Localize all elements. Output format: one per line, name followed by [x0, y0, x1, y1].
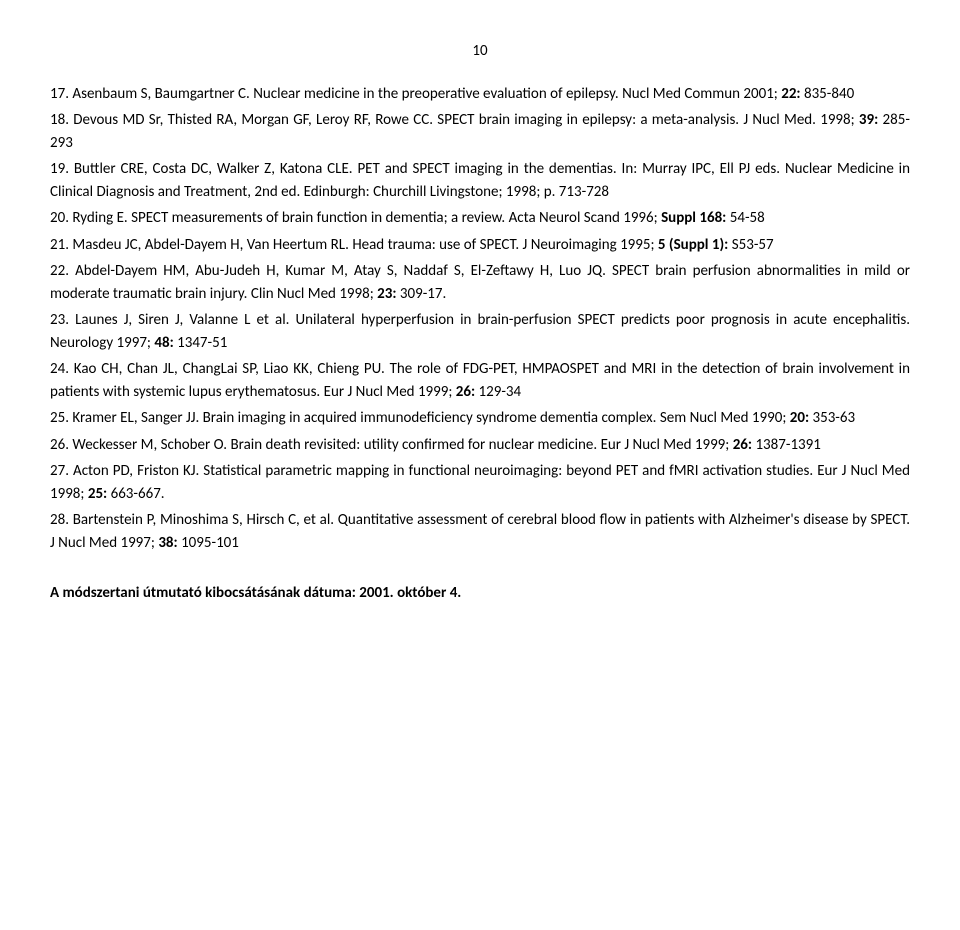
ref-text: 25. Kramer EL, Sanger JJ. Brain imaging …	[50, 409, 855, 427]
reference-item: 26. Weckesser M, Schober O. Brain death …	[50, 434, 910, 457]
ref-text: 24. Kao CH, Chan JL, ChangLai SP, Liao K…	[50, 360, 910, 401]
ref-text: 17. Asenbaum S, Baumgartner C. Nuclear m…	[50, 85, 854, 103]
reference-item: 20. Ryding E. SPECT measurements of brai…	[50, 207, 910, 230]
reference-item: 27. Acton PD, Friston KJ. Statistical pa…	[50, 460, 910, 505]
reference-item: 24. Kao CH, Chan JL, ChangLai SP, Liao K…	[50, 358, 910, 403]
ref-text: 20. Ryding E. SPECT measurements of brai…	[50, 209, 765, 227]
references-list: 17. Asenbaum S, Baumgartner C. Nuclear m…	[50, 83, 910, 555]
reference-item: 18. Devous MD Sr, Thisted RA, Morgan GF,…	[50, 109, 910, 154]
ref-text: 26. Weckesser M, Schober O. Brain death …	[50, 436, 821, 454]
ref-text: 18. Devous MD Sr, Thisted RA, Morgan GF,…	[50, 111, 910, 152]
page-number: 10	[50, 40, 910, 63]
ref-text: 21. Masdeu JC, Abdel-Dayem H, Van Heertu…	[50, 236, 774, 254]
reference-item: 23. Launes J, Siren J, Valanne L et al. …	[50, 309, 910, 354]
ref-text: 23. Launes J, Siren J, Valanne L et al. …	[50, 311, 910, 352]
reference-item: 25. Kramer EL, Sanger JJ. Brain imaging …	[50, 407, 910, 430]
reference-item: 21. Masdeu JC, Abdel-Dayem H, Van Heertu…	[50, 234, 910, 257]
reference-item: 28. Bartenstein P, Minoshima S, Hirsch C…	[50, 509, 910, 554]
reference-item: 17. Asenbaum S, Baumgartner C. Nuclear m…	[50, 83, 910, 106]
footer-date: A módszertani útmutató kibocsátásának dá…	[50, 582, 910, 605]
ref-text: 27. Acton PD, Friston KJ. Statistical pa…	[50, 462, 910, 503]
ref-text: 19. Buttler CRE, Costa DC, Walker Z, Kat…	[50, 160, 910, 201]
reference-item: 22. Abdel-Dayem HM, Abu-Judeh H, Kumar M…	[50, 260, 910, 305]
reference-item: 19. Buttler CRE, Costa DC, Walker Z, Kat…	[50, 158, 910, 203]
ref-text: 22. Abdel-Dayem HM, Abu-Judeh H, Kumar M…	[50, 262, 910, 303]
ref-text: 28. Bartenstein P, Minoshima S, Hirsch C…	[50, 511, 910, 552]
